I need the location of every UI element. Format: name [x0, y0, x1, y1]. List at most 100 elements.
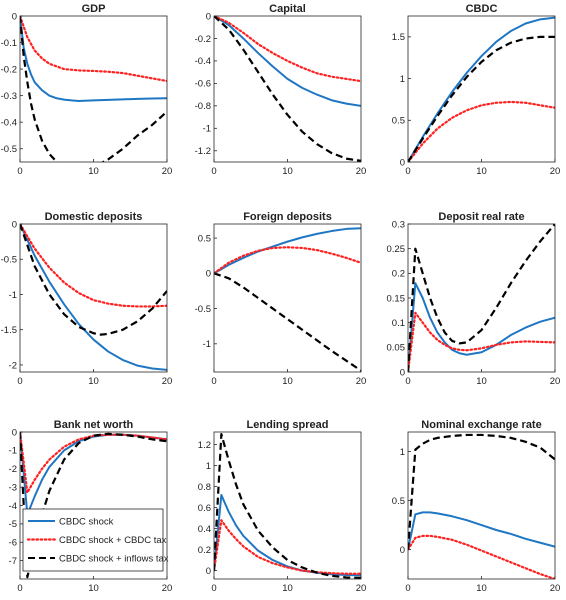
y-tick-label: 0	[12, 219, 17, 230]
x-tick-label: 10	[476, 166, 487, 177]
axes-frame	[407, 431, 556, 580]
x-tick-label: 0	[211, 166, 216, 177]
y-tick-label: -0.8	[195, 101, 211, 112]
series-line-cbdc-shock-inflows-tax	[408, 35, 555, 162]
axes-frame	[213, 431, 362, 580]
x-tick-label: 0	[405, 166, 410, 177]
y-tick-label: -1.5	[1, 325, 17, 336]
y-tick-label: -1	[203, 339, 211, 350]
panel-title: Nominal exchange rate	[421, 419, 541, 431]
y-tick-label: -0.5	[195, 304, 211, 315]
panel-title: GDP	[82, 3, 106, 15]
series-line-cbdc-shock	[214, 494, 361, 577]
series-line-cbdc-shock-cbdc-tax	[214, 246, 361, 275]
series-line-cbdc-shock-inflows-tax	[214, 272, 361, 372]
y-tick-label: 0	[206, 11, 211, 22]
y-tick-label: -7	[9, 556, 17, 567]
panel-deposit-real-rate: Deposit real rate 0 10 20 0 0.05 0.1 0.15 0.2 0.2…	[387, 211, 561, 387]
y-tick-label: 1	[400, 74, 405, 85]
x-tick-label: 20	[356, 376, 367, 387]
series-line-cbdc-shock-cbdc-tax	[20, 224, 167, 308]
x-tick-label: 20	[162, 376, 173, 387]
y-tick-label: 0	[400, 157, 405, 168]
panel-gdp: GDP 0 10 20 0 -0.1 -0.2 -0.3 -0.4 -0.5	[1, 3, 173, 177]
series-line-cbdc-shock-inflows-tax	[20, 224, 167, 336]
x-tick-label: 10	[88, 376, 99, 387]
y-tick-label: -0.4	[1, 117, 17, 128]
y-tick-label: -1	[9, 290, 17, 301]
series-line-cbdc-shock-inflows-tax	[214, 16, 361, 162]
y-tick-label: -0.1	[1, 38, 17, 49]
y-tick-label: 0.3	[392, 219, 405, 230]
panel-title: Bank net worth	[54, 419, 134, 431]
y-tick-label: -0.5	[1, 255, 17, 266]
x-tick-label: 20	[550, 376, 561, 387]
x-tick-label: 20	[550, 583, 561, 594]
x-tick-label: 10	[282, 166, 293, 177]
series-line-cbdc-shock-cbdc-tax	[408, 311, 555, 372]
x-tick-label: 20	[162, 166, 173, 177]
x-tick-label: 0	[211, 376, 216, 387]
y-tick-label: -0.4	[195, 56, 211, 67]
x-tick-label: 10	[476, 376, 487, 387]
series-line-cbdc-shock-cbdc-tax	[214, 519, 361, 575]
y-tick-label: 1.5	[392, 32, 405, 43]
panel-domestic-deposits: Domestic deposits 0 10 20 0 -0.5 -1 -1.5 -2	[1, 211, 173, 387]
y-tick-label: 0.2	[392, 269, 405, 280]
y-tick-label: 0.25	[387, 244, 406, 255]
x-tick-label: 10	[476, 583, 487, 594]
y-tick-label: 0	[400, 545, 405, 556]
y-tick-label: -1.2	[195, 146, 211, 157]
x-tick-label: 0	[211, 583, 216, 594]
y-tick-label: -0.3	[1, 91, 17, 102]
series-line-cbdc-shock-cbdc-tax	[20, 16, 167, 83]
x-tick-label: 20	[356, 583, 367, 594]
y-tick-label: -3	[9, 482, 17, 493]
panel-title: Foreign deposits	[243, 211, 332, 223]
x-tick-label: 10	[282, 376, 293, 387]
x-tick-label: 0	[405, 376, 410, 387]
y-tick-label: -1	[203, 124, 211, 135]
y-tick-label: 0.5	[392, 116, 405, 127]
series-line-cbdc-shock	[408, 282, 555, 372]
series-line-cbdc-shock	[214, 16, 361, 107]
y-tick-label: 1	[400, 447, 405, 458]
legend: CBDC shock CBDC shock + CBDC tax CBDC shoc…	[22, 508, 169, 572]
series-line-cbdc-shock-cbdc-tax	[20, 432, 167, 494]
series-line-cbdc-shock-inflows-tax	[408, 433, 555, 550]
y-tick-label: 0.15	[387, 293, 406, 304]
legend-label: CBDC shock + inflows tax	[59, 553, 169, 564]
series-line-cbdc-shock-inflows-tax	[214, 433, 361, 579]
x-tick-label: 10	[88, 166, 99, 177]
series-line-cbdc-shock	[20, 224, 167, 371]
series-line-cbdc-shock	[214, 227, 361, 275]
y-tick-label: 0	[206, 566, 211, 577]
y-tick-label: 0.8	[198, 482, 211, 493]
series-line-cbdc-shock	[20, 16, 167, 102]
panel-nominal-exchange-rate: Nominal exchange rate 0 10 20 1 0.5 0	[392, 419, 561, 594]
panel-cbdc: CBDC 0 10 20 0 0.5 1 1.5	[392, 3, 561, 177]
panel-title: Lending spread	[247, 419, 329, 431]
y-tick-label: 0.2	[198, 545, 211, 556]
axes-frame	[19, 223, 168, 373]
x-tick-label: 20	[550, 166, 561, 177]
y-tick-label: -5	[9, 519, 17, 530]
y-tick-label: 0.1	[392, 318, 405, 329]
legend-label: CBDC shock	[59, 516, 114, 527]
y-tick-label: 0.4	[198, 524, 211, 535]
series-line-cbdc-shock	[20, 432, 167, 516]
y-tick-label: -6	[9, 538, 17, 549]
series-line-cbdc-shock	[408, 16, 555, 162]
legend-label: CBDC shock + CBDC tax	[59, 535, 167, 546]
y-tick-label: 0.5	[392, 496, 405, 507]
y-tick-label: -2	[9, 360, 17, 371]
y-tick-label: 1	[206, 461, 211, 472]
y-tick-label: -4	[9, 501, 17, 512]
series-line-cbdc-shock	[408, 511, 555, 550]
series-line-cbdc-shock-cbdc-tax	[408, 534, 555, 579]
panel-title: Deposit real rate	[438, 211, 524, 223]
y-tick-label: 0	[400, 367, 405, 378]
y-tick-label: -0.5	[1, 144, 17, 155]
y-tick-label: 0.5	[198, 233, 211, 244]
